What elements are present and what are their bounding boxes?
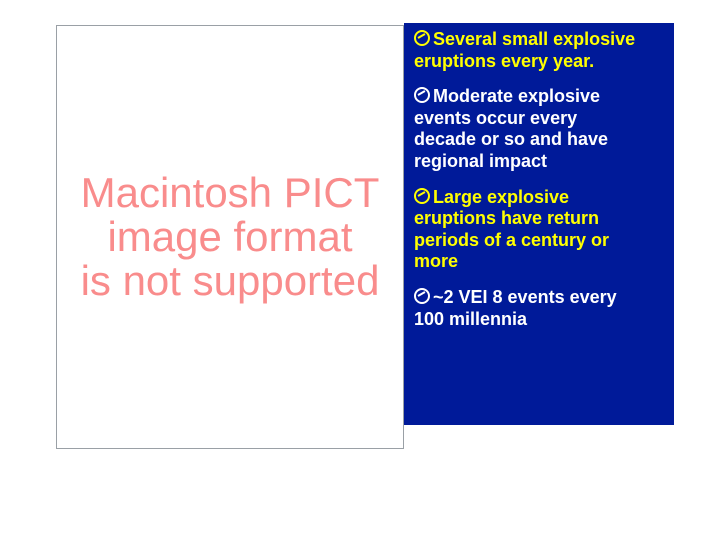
pict-placeholder: Macintosh PICTimage formatis not support… [56, 25, 404, 449]
bullet-text-line: eruptions have return [414, 208, 664, 230]
bullet-icon [414, 288, 430, 304]
bullet-text-line: eruptions every year. [414, 51, 664, 73]
bullet-text-line: decade or so and have [414, 129, 664, 151]
slide: Several small explosiveeruptions every y… [0, 0, 720, 540]
bullet-text-line: Several small explosive [433, 29, 635, 51]
bullet-panel: Several small explosiveeruptions every y… [404, 23, 674, 425]
bullet-text-line: events occur every [414, 108, 664, 130]
bullet-item: Several small explosiveeruptions every y… [414, 29, 664, 72]
bullet-icon [414, 30, 430, 46]
bullet-text-line: regional impact [414, 151, 664, 173]
bullet-text-line: 100 millennia [414, 309, 664, 331]
bullet-text-line: more [414, 251, 664, 273]
bullet-text-line: ~2 VEI 8 events every [433, 287, 617, 309]
bullet-icon [414, 87, 430, 103]
pict-placeholder-line: image format [107, 215, 352, 259]
bullet-text-line: periods of a century or [414, 230, 664, 252]
pict-placeholder-line: is not supported [81, 259, 380, 303]
bullet-text-line: Moderate explosive [433, 86, 600, 108]
pict-placeholder-line: Macintosh PICT [81, 171, 380, 215]
bullet-item: Moderate explosiveevents occur everydeca… [414, 86, 664, 172]
bullet-item: Large explosiveeruptions have returnperi… [414, 187, 664, 273]
bullet-text-line: Large explosive [433, 187, 569, 209]
bullet-item: ~2 VEI 8 events every100 millennia [414, 287, 664, 330]
bullet-icon [414, 188, 430, 204]
